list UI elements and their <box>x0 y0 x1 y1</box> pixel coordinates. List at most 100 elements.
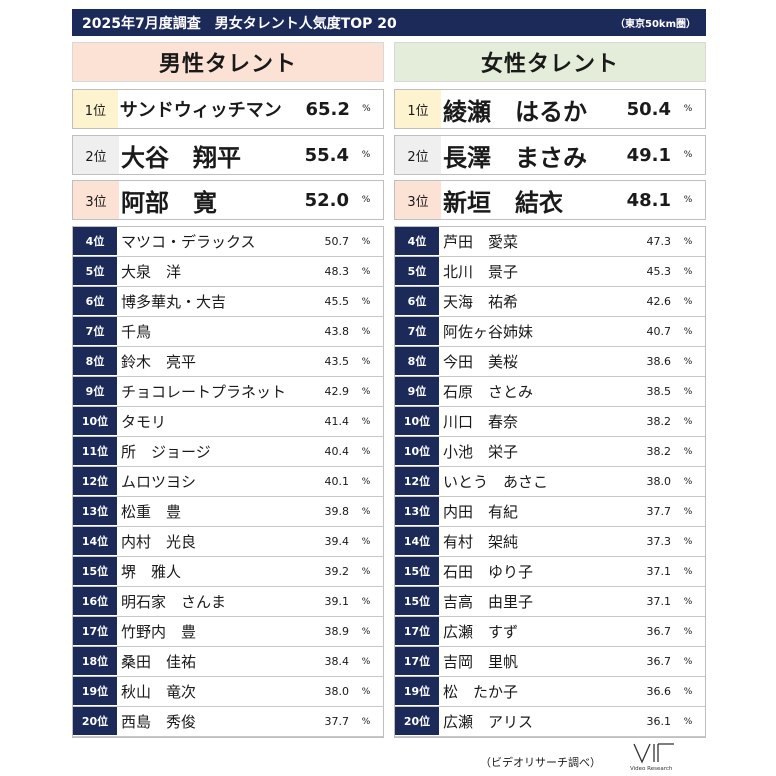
talent-name: 明石家 さんま <box>121 593 227 611</box>
percent-unit: % <box>361 566 371 577</box>
table-row: 20位 西島 秀俊 37.7% <box>73 707 383 737</box>
score-value: 39.8 <box>324 505 350 518</box>
percent-unit: % <box>361 446 371 457</box>
talent-name: 桑田 佳祐 <box>121 653 197 671</box>
rank-label: 1位 <box>73 90 118 128</box>
percent-unit: % <box>361 476 371 487</box>
male-top-rank-2: 2位 大谷 翔平 55.4 % <box>72 135 384 175</box>
table-row: 12位 いとう あさこ 38.0% <box>395 467 705 497</box>
score-value: 40.1 <box>324 475 350 488</box>
female-top-rank-3: 3位 新垣 結衣 48.1 % <box>394 180 706 220</box>
female-top-rank-1: 1位 綾瀬 はるか 50.4 % <box>394 89 706 129</box>
rank-label: 5位 <box>395 257 439 286</box>
talent-name: 松 たか子 <box>443 683 519 701</box>
table-row: 18位 桑田 佳祐 38.4% <box>73 647 383 677</box>
rank-label: 13位 <box>73 497 117 526</box>
talent-name: 北川 景子 <box>443 263 519 281</box>
table-row: 15位 石田 ゆり子 37.1% <box>395 557 705 587</box>
score-value: 48.1 <box>626 189 671 211</box>
percent-unit: % <box>361 716 371 727</box>
percent-unit: % <box>683 386 693 397</box>
score-value: 37.1 <box>646 595 672 608</box>
score-value: 39.4 <box>324 535 350 548</box>
table-row: 16位 明石家 さんま 39.1% <box>73 587 383 617</box>
score-value: 37.7 <box>646 505 672 518</box>
percent-unit: % <box>683 326 693 337</box>
score-value: 42.6 <box>646 295 672 308</box>
percent-unit: % <box>361 296 371 307</box>
talent-name: 所 ジョージ <box>121 443 211 461</box>
talent-name: 新垣 結衣 <box>443 188 563 217</box>
percent-unit: % <box>683 536 693 547</box>
table-row: 12位 ムロツヨシ 40.1% <box>73 467 383 497</box>
female-ranking-list: 4位 芦田 愛菜 47.3% 5位 北川 景子 45.3% 6位 天海 祐希 42.6% 7位 阿佐… <box>394 226 706 738</box>
table-row: 15位 吉高 由里子 37.1% <box>395 587 705 617</box>
score-value: 52.0 <box>304 189 349 211</box>
page-title: 2025年7月度調査 男女タレント人気度TOP 20 <box>82 15 397 32</box>
table-row: 14位 有村 架純 37.3% <box>395 527 705 557</box>
female-column-header: 女性タレント <box>394 42 706 82</box>
score-value: 40.4 <box>324 445 350 458</box>
table-row: 7位 阿佐ヶ谷姉妹 40.7% <box>395 317 705 347</box>
percent-unit: % <box>683 416 693 427</box>
score-value: 38.4 <box>324 655 350 668</box>
percent-unit: % <box>361 236 371 247</box>
talent-name: 広瀬 すず <box>443 623 519 641</box>
table-row: 19位 秋山 竜次 38.0% <box>73 677 383 707</box>
table-row: 19位松 たか子 36.6% <box>395 677 705 707</box>
table-row: 10位 小池 栄子 38.2% <box>395 437 705 467</box>
talent-name: 阿部 寛 <box>121 188 217 217</box>
rank-label: 17位 <box>395 617 439 646</box>
percent-unit: % <box>683 476 693 487</box>
rank-label: 17位 <box>73 617 117 646</box>
rank-label: 6位 <box>395 287 439 316</box>
table-row: 14位 内村 光良 39.4% <box>73 527 383 557</box>
score-value: 38.2 <box>646 445 672 458</box>
talent-name: 吉岡 里帆 <box>443 653 519 671</box>
talent-name: 秋山 竜次 <box>121 683 197 701</box>
rank-label: 13位 <box>395 497 439 526</box>
rank-label: 20位 <box>73 707 117 736</box>
talent-name: タモリ <box>121 413 167 431</box>
talent-name: 石田 ゆり子 <box>443 563 534 581</box>
rank-label: 14位 <box>395 527 439 556</box>
table-row: 4位 マツコ・デラックス 50.7% <box>73 227 383 257</box>
talent-name: チョコレートプラネット <box>121 383 287 401</box>
percent-unit: % <box>683 716 693 727</box>
score-value: 50.4 <box>626 98 671 120</box>
percent-unit: % <box>683 356 693 367</box>
male-column-header: 男性タレント <box>72 42 384 82</box>
talent-name: 吉高 由里子 <box>443 593 534 611</box>
talent-name: 松重 豊 <box>121 503 182 521</box>
rank-label: 16位 <box>73 587 117 616</box>
talent-name: 天海 祐希 <box>443 293 519 311</box>
talent-name: 鈴木 亮平 <box>121 353 197 371</box>
talent-name: 石原 さとみ <box>443 383 534 401</box>
table-row: 11位所 ジョージ 40.4% <box>73 437 383 467</box>
score-value: 36.1 <box>646 715 672 728</box>
logo-text: Video Research <box>630 766 673 772</box>
rank-label: 8位 <box>73 347 117 376</box>
talent-name: 博多華丸・大吉 <box>121 293 227 311</box>
percent-unit: % <box>361 195 371 205</box>
rank-label: 9位 <box>395 377 439 406</box>
rank-label: 19位 <box>395 677 439 706</box>
score-value: 47.3 <box>646 235 672 248</box>
score-value: 41.4 <box>324 415 350 428</box>
percent-unit: % <box>361 266 371 277</box>
score-value: 50.7 <box>324 235 350 248</box>
score-value: 45.5 <box>324 295 350 308</box>
table-row: 13位 松重 豊 39.8% <box>73 497 383 527</box>
table-row: 17位 竹野内 豊 38.9% <box>73 617 383 647</box>
percent-unit: % <box>361 686 371 697</box>
talent-name: 竹野内 豊 <box>121 623 197 641</box>
talent-name: ムロツヨシ <box>121 473 197 491</box>
talent-name: 川口 春奈 <box>443 413 519 431</box>
rank-label: 10位 <box>73 407 117 436</box>
score-value: 45.3 <box>646 265 672 278</box>
rank-label: 4位 <box>395 227 439 256</box>
talent-name: 千鳥 <box>121 323 152 341</box>
percent-unit: % <box>361 506 371 517</box>
percent-unit: % <box>683 266 693 277</box>
talent-name: 大泉 洋 <box>121 263 182 281</box>
